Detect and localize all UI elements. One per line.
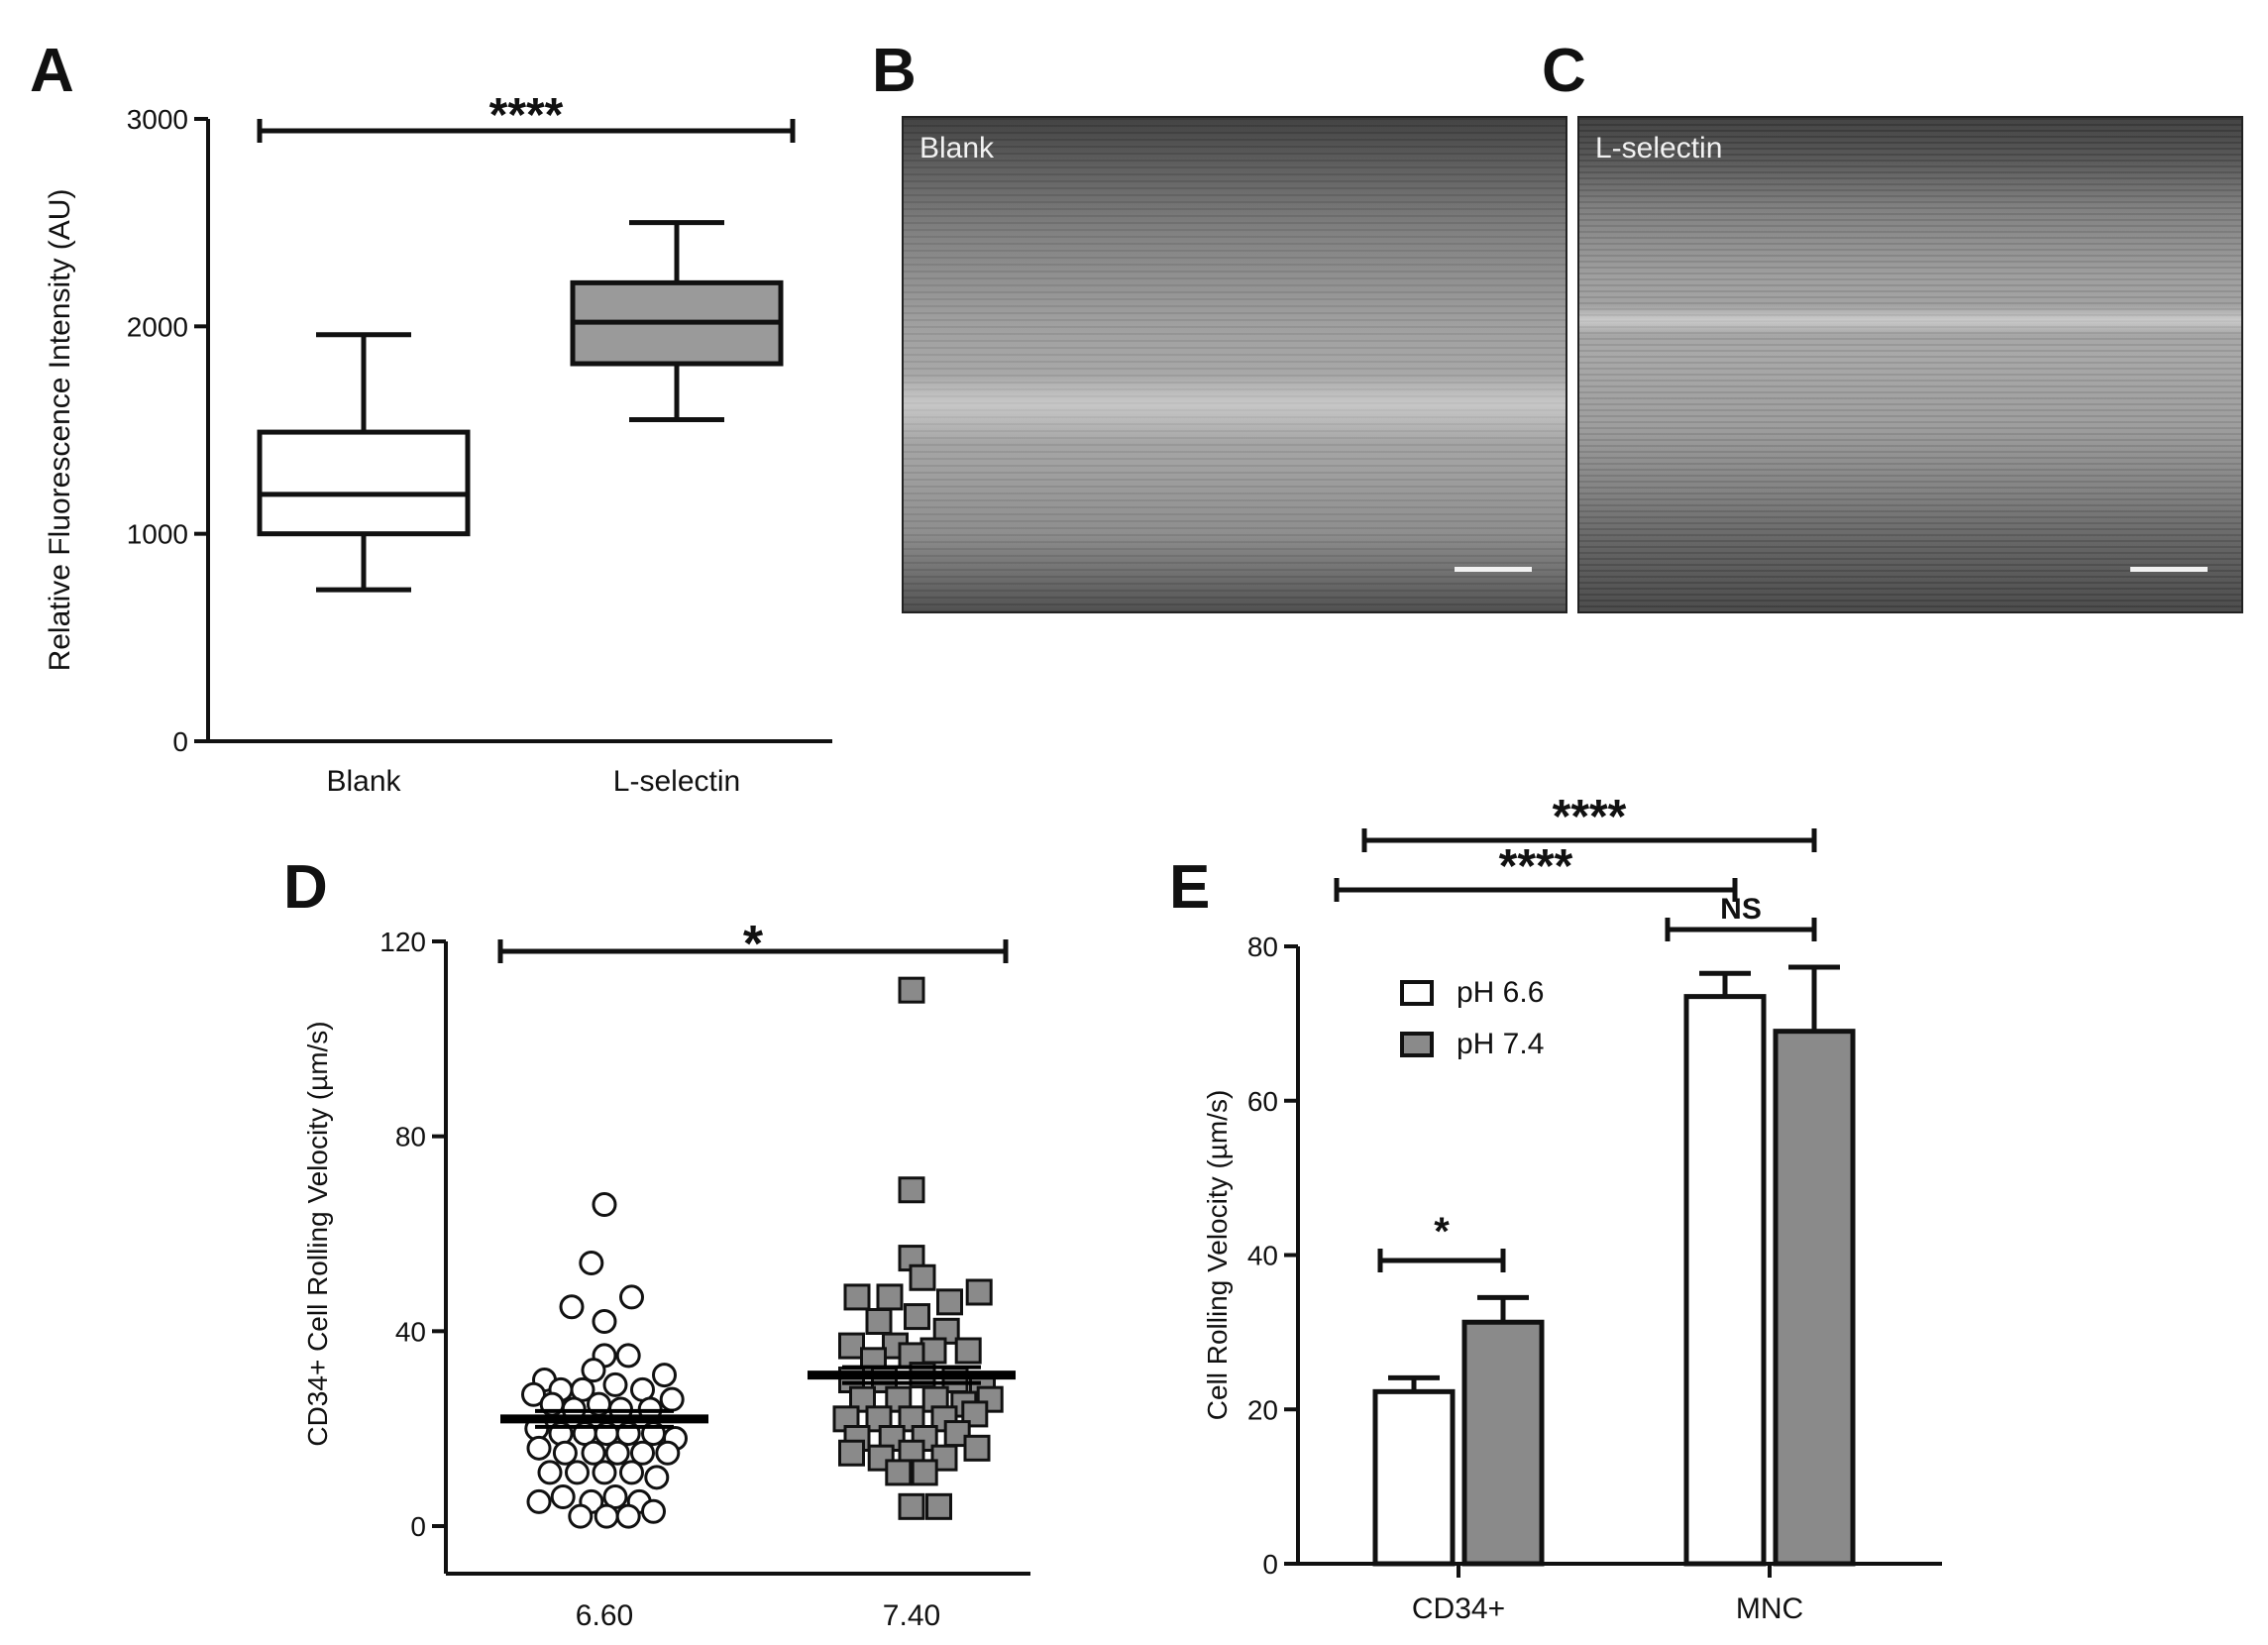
y-tick-label: 2000	[127, 311, 188, 342]
data-point	[919, 1337, 947, 1365]
data-point	[911, 1459, 938, 1486]
data-point	[838, 1439, 865, 1467]
panel-a-letter: A	[30, 37, 74, 105]
panel-c-letter: C	[1542, 37, 1586, 105]
x-tick-label: CD34+	[1412, 1592, 1505, 1625]
micrograph-l-selectin: L-selectin	[1577, 116, 2243, 613]
data-point	[655, 1440, 681, 1466]
data-point	[876, 1283, 904, 1311]
legend-label: pH 6.6	[1457, 976, 1544, 1009]
y-tick-label: 0	[410, 1511, 426, 1542]
significance-label: *	[743, 916, 764, 973]
data-point	[865, 1308, 893, 1335]
data-point	[843, 1283, 871, 1311]
scale-bar	[2130, 567, 2208, 572]
micrograph-l-selectin-label: L-selectin	[1595, 132, 1723, 164]
data-point	[592, 1192, 617, 1217]
x-tick-label: MNC	[1736, 1592, 1803, 1625]
chart-d-scatter: 0 40 80 120 6.60 7.40 CD34+ Cell Rolling Veloc…	[302, 916, 1030, 1632]
data-point	[619, 1460, 644, 1485]
data-point	[963, 1434, 991, 1462]
data-point	[838, 1332, 865, 1360]
significance-label: ****	[489, 89, 564, 142]
micrograph-blank: Blank	[902, 116, 1567, 613]
data-point	[644, 1465, 670, 1490]
data-point	[925, 1492, 952, 1520]
data-point	[592, 1309, 617, 1334]
data-point	[559, 1294, 585, 1320]
data-point	[550, 1484, 576, 1509]
data-point	[615, 1343, 641, 1369]
data-point	[885, 1459, 913, 1486]
y-tick-label: 40	[1247, 1241, 1278, 1271]
data-point	[630, 1440, 655, 1466]
y-tick-label: 1000	[127, 519, 188, 550]
data-point	[898, 976, 925, 1004]
data-point	[581, 1440, 606, 1466]
data-point	[604, 1440, 630, 1466]
scale-bar	[1455, 567, 1532, 572]
chart-a-boxplot: 0 1000 2000 3000 Blank L-selectin Relative Flu…	[44, 89, 832, 798]
legend-swatch	[1400, 980, 1434, 1006]
y-tick-label: 20	[1247, 1394, 1278, 1425]
data-point	[898, 1492, 925, 1520]
data-point	[552, 1440, 578, 1466]
data-point	[659, 1386, 685, 1412]
data-point	[579, 1251, 604, 1275]
data-point	[526, 1435, 552, 1461]
bar	[1461, 1319, 1545, 1567]
data-point	[594, 1503, 619, 1529]
significance-label: *	[1434, 1210, 1450, 1254]
data-point	[602, 1371, 628, 1397]
significance-label: NS	[1720, 893, 1762, 926]
data-point	[652, 1363, 677, 1388]
legend-swatch	[1400, 1032, 1434, 1057]
chart-e-bar: 0 20 40 60 80 CD34+ MNC pH 6.6 pH 7.4 Cell Rollin…	[1202, 793, 1942, 1625]
x-tick-label: L-selectin	[613, 765, 740, 798]
y-tick-label: 3000	[127, 104, 188, 135]
x-tick-label: 6.60	[576, 1599, 633, 1632]
bar	[1683, 994, 1767, 1567]
significance-label: ****	[1499, 840, 1573, 893]
x-tick-label: Blank	[326, 765, 401, 798]
y-tick-label: 120	[379, 927, 426, 957]
data-point	[619, 1284, 644, 1310]
data-point	[565, 1460, 590, 1485]
data-point	[615, 1503, 641, 1529]
data-point	[526, 1488, 552, 1514]
bar	[1372, 1388, 1456, 1567]
data-point	[954, 1337, 982, 1365]
data-point	[867, 1444, 895, 1472]
data-point	[936, 1288, 963, 1316]
y-axis-label: CD34+ Cell Rolling Velocity (µm/s)	[302, 1021, 333, 1446]
panel-d-letter: D	[283, 853, 328, 922]
y-tick-label: 40	[395, 1316, 426, 1347]
data-point	[965, 1278, 993, 1306]
panel-b-letter: B	[872, 37, 917, 105]
data-point	[537, 1460, 563, 1485]
data-point	[909, 1263, 936, 1291]
bar	[1773, 1029, 1856, 1567]
significance-label: ****	[1553, 793, 1627, 843]
panel-e-letter: E	[1169, 853, 1211, 922]
data-point	[581, 1358, 606, 1383]
data-point	[904, 1303, 930, 1331]
y-tick-label: 80	[395, 1122, 426, 1152]
box	[257, 429, 471, 537]
legend-label: pH 7.4	[1457, 1028, 1544, 1060]
data-point	[568, 1503, 594, 1529]
y-axis-label: Relative Fluorescence Intensity (AU)	[44, 189, 76, 672]
y-axis-label: Cell Rolling Velocity (µm/s)	[1202, 1090, 1233, 1421]
data-point	[898, 1176, 925, 1204]
data-point	[976, 1385, 1004, 1413]
data-point	[930, 1444, 958, 1472]
x-tick-label: 7.40	[883, 1599, 940, 1632]
data-point	[592, 1460, 617, 1485]
y-tick-label: 80	[1247, 932, 1278, 962]
y-tick-label: 0	[172, 726, 188, 757]
y-tick-label: 60	[1247, 1086, 1278, 1117]
y-tick-label: 0	[1262, 1549, 1278, 1580]
micrograph-blank-label: Blank	[919, 132, 995, 164]
data-point	[641, 1498, 666, 1524]
